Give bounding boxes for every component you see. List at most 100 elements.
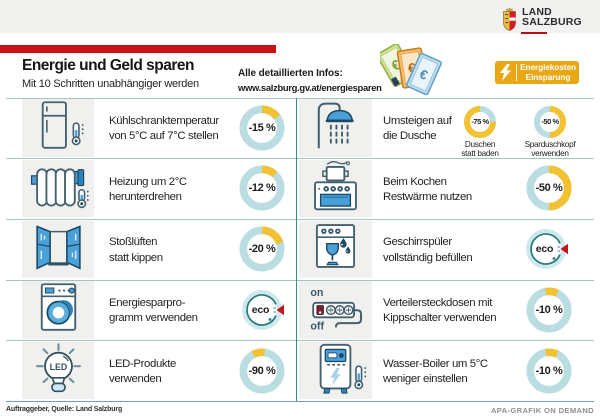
- row-divider-line: [6, 158, 594, 160]
- donut-caption: Duschen statt baden: [461, 139, 499, 158]
- donut-caption: Sparduschkopf verwenden: [524, 139, 576, 158]
- savings-value: -10 %: [535, 364, 563, 377]
- tip-text-line: Wasser-Boiler um 5°C: [383, 357, 488, 370]
- tip-text: Wasser-Boiler um 5°C weniger einstellen: [383, 342, 528, 399]
- savings-donut: -75 %: [463, 105, 497, 139]
- badge-text: Energiekosten Einsparung: [520, 62, 576, 82]
- row-divider-line: [6, 97, 594, 99]
- tip-text-line: Geschirrspüler: [383, 236, 452, 249]
- tip-text-line: weniger einstellen: [383, 373, 468, 386]
- shower-icon: [302, 99, 369, 157]
- row-divider-line: [6, 340, 594, 342]
- savings-value: -50 %: [535, 182, 563, 195]
- tip-text-line: LED-Produkte: [109, 357, 176, 370]
- savings-donut: -10 %: [525, 286, 573, 334]
- badge-divider: [516, 64, 517, 81]
- tip-text-line: Kippschalter verwenden: [383, 312, 497, 325]
- savings-donut: -15 %: [238, 104, 286, 152]
- land-salzburg-logo: LAND SALZBURG: [502, 7, 582, 37]
- logo-text: LAND SALZBURG: [522, 6, 582, 28]
- header-band: [0, 0, 600, 33]
- page-title: Energie und Geld sparen: [22, 57, 194, 74]
- icon-cell: [298, 342, 372, 400]
- led-bulb-icon: LED: [25, 342, 92, 400]
- savings-donut: -10 %: [525, 347, 573, 395]
- logo-underline: [521, 31, 547, 35]
- savings-value: -50 %: [541, 117, 559, 126]
- tip-text-line: Restwärme nutzen: [383, 191, 472, 204]
- page-subtitle: Mit 10 Schritten unabhängiger werden: [22, 78, 199, 90]
- savings-donut: -20 %: [238, 225, 286, 273]
- tip-text-line: Heizung um 2°C: [109, 175, 187, 188]
- icon-cell: [22, 220, 94, 278]
- energy-cost-badge: Energiekosten Einsparung: [495, 61, 579, 84]
- tip-text-line: Verteilersteckdosen mit: [383, 297, 493, 310]
- tip-text-line: herunterdrehen: [109, 191, 182, 204]
- euro-symbol: €: [407, 59, 417, 76]
- tip-text: Beim Kochen Restwärme nutzen: [383, 160, 528, 217]
- salzburg-crest-icon: [502, 7, 517, 37]
- tip-text: Verteilersteckdosen mit Kippschalter verw…: [383, 282, 528, 339]
- tip-text-line: Beim Kochen: [383, 175, 447, 188]
- icon-cell: [298, 220, 372, 278]
- info-block: Alle detaillierten Infos: www.salzburg.g…: [238, 68, 382, 93]
- euro-banknotes-illustration: € € €: [376, 42, 444, 96]
- fridge-thermometer-icon: [25, 99, 92, 157]
- banknote-blue: €: [406, 52, 442, 96]
- tip-text: Stoßlüften statt kippen: [109, 221, 235, 278]
- tip-text-line: statt kippen: [109, 251, 163, 264]
- info-label: Alle detaillierten Infos:: [238, 68, 343, 79]
- tip-text-line: Umsteigen auf: [383, 115, 452, 128]
- tip-text-line: vollständig befüllen: [383, 251, 473, 264]
- savings-value: -15 %: [248, 121, 276, 134]
- grid-bottom-line: [6, 401, 594, 403]
- lightning-icon: [495, 64, 516, 81]
- row-divider-line: [6, 279, 594, 281]
- column-divider-line: [295, 97, 298, 401]
- eco-dial: eco: [523, 226, 569, 272]
- tip-text-line: von 5°C auf 7°C stellen: [109, 130, 219, 143]
- savings-value: -90 %: [248, 364, 276, 377]
- savings-donut: -50 %: [525, 164, 573, 212]
- radiator-thermometer-icon: [25, 160, 92, 218]
- icon-cell: LED: [22, 342, 94, 400]
- tip-text-line: Energiesparpro-: [109, 297, 185, 310]
- water-boiler-icon: [302, 342, 369, 400]
- savings-value: -12 %: [248, 182, 276, 195]
- svg-text:on: on: [310, 287, 323, 299]
- icon-cell: [22, 281, 94, 339]
- savings-value: -20 %: [248, 243, 276, 256]
- tip-text: Umsteigen auf die Dusche: [383, 100, 528, 157]
- tip-text: Geschirrspüler vollständig befüllen: [383, 221, 528, 278]
- tip-text: Heizung um 2°C herunterdrehen: [109, 160, 235, 217]
- eco-label: eco: [535, 243, 554, 256]
- footer-credit: APA-GRAFIK ON DEMAND: [490, 406, 594, 415]
- open-window-icon: [25, 220, 92, 278]
- tip-text: Kühlschranktemperatur von 5°C auf 7°C ste…: [109, 100, 235, 157]
- stove-pot-icon: [302, 160, 369, 218]
- footer-source: Auftraggeber, Quelle: Land Salzburg: [6, 406, 123, 413]
- tip-text-line: Stoßlüften: [109, 236, 158, 249]
- icon-cell: [298, 160, 372, 218]
- tip-text: Energiesparpro-gramm verwenden: [109, 282, 235, 339]
- svg-text:LED: LED: [49, 362, 67, 372]
- savings-donut: -12 %: [238, 164, 286, 212]
- tip-text-line: Kühlschranktemperatur: [109, 115, 219, 128]
- power-strip-icon: on off: [302, 281, 369, 339]
- savings-donut: -90 %: [238, 347, 286, 395]
- savings-value: -10 %: [535, 303, 563, 316]
- eco-label: eco: [251, 303, 270, 316]
- savings-donut: -50 %: [533, 105, 567, 139]
- washing-machine-icon: [25, 281, 92, 339]
- tip-text-line: verwenden: [109, 373, 162, 386]
- icon-cell: on off: [298, 281, 372, 339]
- info-url: www.salzburg.gv.at/energiesparen: [238, 82, 382, 93]
- svg-text:off: off: [310, 320, 324, 332]
- icon-cell: [298, 99, 372, 157]
- icon-cell: [22, 99, 94, 157]
- savings-value: -75 %: [471, 117, 489, 126]
- dishwasher-icon: [302, 220, 369, 278]
- eco-dial: eco: [239, 287, 285, 333]
- icon-cell: [22, 160, 94, 218]
